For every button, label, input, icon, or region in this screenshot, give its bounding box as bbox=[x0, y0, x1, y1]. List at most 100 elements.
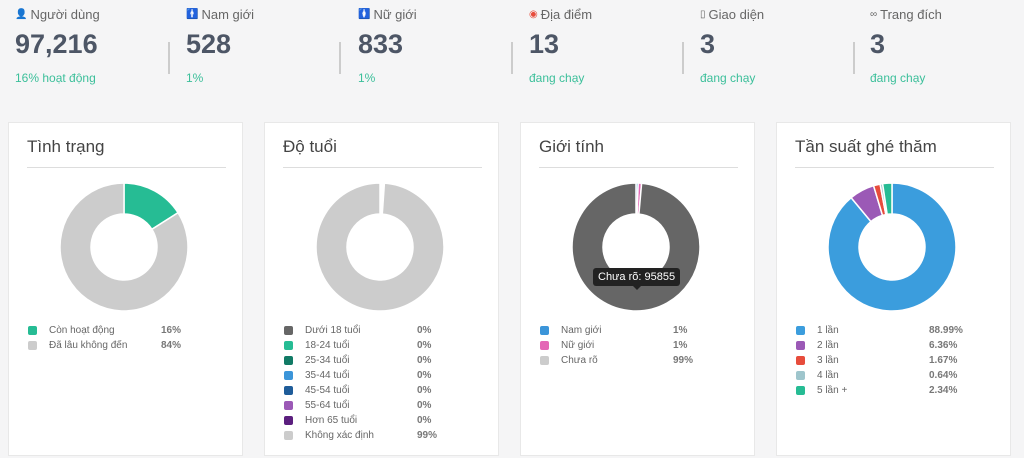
chart-legend: 1 lần 88.99% 2 lần 6.36% 3 lần 1.67% 4 lần 0.64… bbox=[795, 323, 985, 398]
slice-1[interactable] bbox=[60, 183, 188, 311]
slice-2[interactable] bbox=[572, 183, 700, 311]
divider bbox=[168, 42, 170, 74]
legend-label: Nam giới bbox=[561, 325, 602, 336]
stat-5: ∞ Trang đích 3 đang chạy bbox=[870, 6, 1024, 86]
legend-item[interactable]: 1 lần 88.99% bbox=[795, 323, 985, 338]
legend-label: 2 lần bbox=[817, 340, 839, 351]
legend-value: 1.67% bbox=[929, 355, 958, 366]
legend-item[interactable]: Hơn 65 tuổi 0% bbox=[283, 413, 473, 428]
legend-swatch bbox=[796, 386, 805, 395]
stat-sub: 1% bbox=[358, 71, 376, 85]
legend-value: 2.34% bbox=[929, 385, 958, 396]
divider bbox=[27, 167, 226, 168]
legend-item[interactable]: Không xác định 99% bbox=[283, 428, 473, 443]
legend-swatch bbox=[796, 371, 805, 380]
stat-label: Địa điểm bbox=[540, 6, 593, 22]
divider bbox=[682, 42, 684, 74]
card-title: Độ tuổi bbox=[283, 137, 337, 156]
legend-label: 1 lần bbox=[817, 325, 839, 336]
legend-item[interactable]: 35-44 tuổi 0% bbox=[283, 368, 473, 383]
stat-sub: 1% bbox=[186, 71, 204, 85]
legend-label: 55-64 tuổi bbox=[305, 400, 350, 411]
slice-4[interactable] bbox=[881, 183, 893, 216]
legend-item[interactable]: 5 lần + 2.34% bbox=[795, 383, 985, 398]
legend-swatch bbox=[28, 326, 37, 335]
chart-tooltip: Chưa rõ: 95855 bbox=[593, 268, 681, 290]
legend-value: 99% bbox=[417, 430, 438, 441]
stat-value: 528 bbox=[186, 29, 232, 59]
stat-sub: 16% hoạt động bbox=[15, 71, 96, 85]
legend-item[interactable]: 18-24 tuổi 0% bbox=[283, 338, 473, 353]
stat-value: 13 bbox=[529, 29, 560, 59]
slice-0[interactable] bbox=[828, 183, 956, 311]
stat-label: Người dùng bbox=[30, 6, 100, 22]
legend-swatch bbox=[796, 326, 805, 335]
stat-sub: đang chạy bbox=[870, 71, 926, 85]
legend-value: 0% bbox=[417, 340, 432, 351]
divider bbox=[511, 42, 513, 74]
legend-swatch bbox=[284, 431, 293, 440]
legend-swatch bbox=[284, 341, 293, 350]
legend-swatch bbox=[540, 326, 549, 335]
female-icon: 🚺 bbox=[358, 8, 371, 20]
legend-value: 0% bbox=[417, 370, 432, 381]
legend-item[interactable]: Nam giới 1% bbox=[539, 323, 729, 338]
legend-item[interactable]: 45-54 tuổi 0% bbox=[283, 383, 473, 398]
legend-swatch bbox=[540, 341, 549, 350]
legend-label: 45-54 tuổi bbox=[305, 385, 350, 396]
stat-label: Giao diện bbox=[708, 6, 765, 22]
legend-item[interactable]: 25-34 tuổi 0% bbox=[283, 353, 473, 368]
stat-sub: đang chạy bbox=[529, 71, 585, 85]
chart-card-0: Tình trạng Còn hoạt động 16% Đã lâu không … bbox=[8, 122, 243, 456]
donut-chart bbox=[828, 183, 956, 311]
donut-chart bbox=[572, 183, 700, 311]
legend-item[interactable]: 2 lần 6.36% bbox=[795, 338, 985, 353]
chart-legend: Còn hoạt động 16% Đã lâu không đến 84% bbox=[27, 323, 217, 353]
legend-item[interactable]: 3 lần 1.67% bbox=[795, 353, 985, 368]
stat-label: Trang đích bbox=[880, 6, 942, 22]
legend-item[interactable]: Nữ giới 1% bbox=[539, 338, 729, 353]
legend-swatch bbox=[796, 356, 805, 365]
stat-value: 3 bbox=[700, 29, 716, 59]
legend-value: 0% bbox=[417, 355, 432, 366]
card-title: Giới tính bbox=[539, 137, 605, 156]
divider bbox=[795, 167, 994, 168]
legend-item[interactable]: Dưới 18 tuổi 0% bbox=[283, 323, 473, 338]
legend-item[interactable]: 4 lần 0.64% bbox=[795, 368, 985, 383]
mobile-icon: ▯ bbox=[700, 8, 706, 20]
legend-label: Còn hoạt động bbox=[49, 325, 115, 336]
legend-value: 88.99% bbox=[929, 325, 963, 336]
legend-value: 6.36% bbox=[929, 340, 958, 351]
user-icon: 👤 bbox=[15, 8, 28, 20]
legend-label: Chưa rõ bbox=[561, 355, 598, 366]
legend-label: 18-24 tuổi bbox=[305, 340, 350, 351]
slice-7[interactable] bbox=[316, 183, 444, 311]
legend-label: 4 lần bbox=[817, 370, 839, 381]
legend-item[interactable]: Chưa rõ 99% bbox=[539, 353, 729, 368]
legend-label: 35-44 tuổi bbox=[305, 370, 350, 381]
stat-value: 97,216 bbox=[15, 29, 98, 59]
legend-item[interactable]: Đã lâu không đến 84% bbox=[27, 338, 217, 353]
legend-swatch bbox=[284, 371, 293, 380]
legend-item[interactable]: Còn hoạt động 16% bbox=[27, 323, 217, 338]
legend-label: Không xác định bbox=[305, 430, 374, 441]
stat-sub: đang chạy bbox=[700, 71, 756, 85]
stat-2: 🚺 Nữ giới 833 1% bbox=[358, 6, 518, 86]
legend-value: 0.64% bbox=[929, 370, 958, 381]
male-icon: 🚹 bbox=[186, 8, 199, 20]
stat-3: ◉ Địa điểm 13 đang chạy bbox=[529, 6, 689, 86]
chart-card-1: Độ tuổi Dưới 18 tuổi 0% 18-24 tuổi 0% 25-34 … bbox=[264, 122, 499, 456]
chart-legend: Nam giới 1% Nữ giới 1% Chưa rõ 99% bbox=[539, 323, 729, 368]
legend-value: 16% bbox=[161, 325, 182, 336]
legend-value: 0% bbox=[417, 415, 432, 426]
legend-item[interactable]: 55-64 tuổi 0% bbox=[283, 398, 473, 413]
legend-value: 0% bbox=[417, 385, 432, 396]
legend-value: 99% bbox=[673, 355, 694, 366]
stat-value: 833 bbox=[358, 29, 404, 59]
chart-card-2: Giới tính Chưa rõ: 95855 Nam giới 1% Nữ gi… bbox=[520, 122, 755, 456]
stat-label: Nữ giới bbox=[373, 6, 417, 22]
chart-card-3: Tần suất ghé thăm 1 lần 88.99% 2 lần 6.36% 3… bbox=[776, 122, 1011, 456]
stat-label: Nam giới bbox=[201, 6, 255, 22]
map-marker-icon: ◉ bbox=[529, 8, 538, 20]
divider bbox=[339, 42, 341, 74]
